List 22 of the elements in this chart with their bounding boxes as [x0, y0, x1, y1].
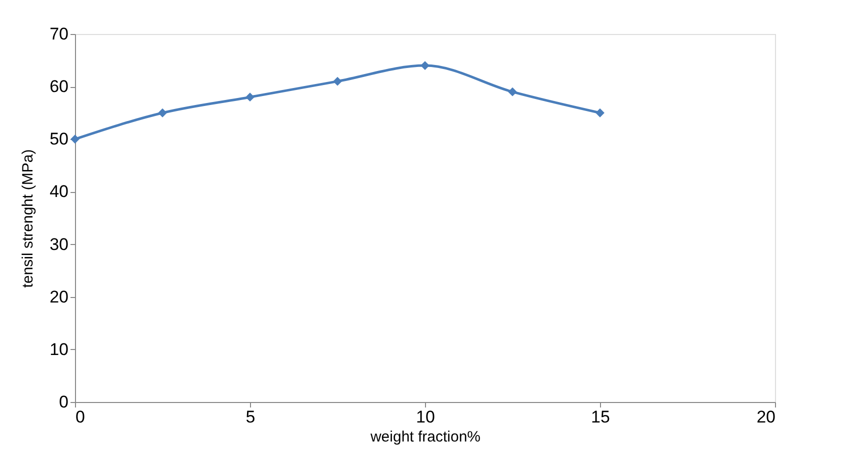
y-tick-label: 50	[50, 130, 68, 149]
x-tick-label: 10	[416, 408, 435, 426]
point	[420, 61, 430, 70]
y-tick-label: 40	[50, 182, 68, 202]
y-axis-title: tensil strenght (MPa)	[20, 149, 37, 288]
x-tick-label: 15	[591, 408, 610, 426]
point	[333, 76, 342, 86]
point	[70, 134, 80, 144]
x-tick-label: 0	[76, 408, 85, 426]
x-tick-label: 5	[246, 408, 256, 426]
y-tick-label: 20	[50, 287, 68, 306]
point	[508, 87, 517, 96]
y-tick-label: 60	[50, 77, 68, 96]
point	[246, 92, 254, 102]
y-tick-label: 0	[59, 392, 68, 412]
point	[596, 108, 604, 118]
y-tick-label: 10	[50, 340, 68, 359]
point	[158, 108, 167, 118]
y-tick-label: 70	[50, 24, 68, 44]
y-tick-label: 30	[50, 234, 68, 254]
x-axis-title: weight fraction%	[369, 428, 481, 446]
x-tick-label: 20	[756, 408, 776, 426]
